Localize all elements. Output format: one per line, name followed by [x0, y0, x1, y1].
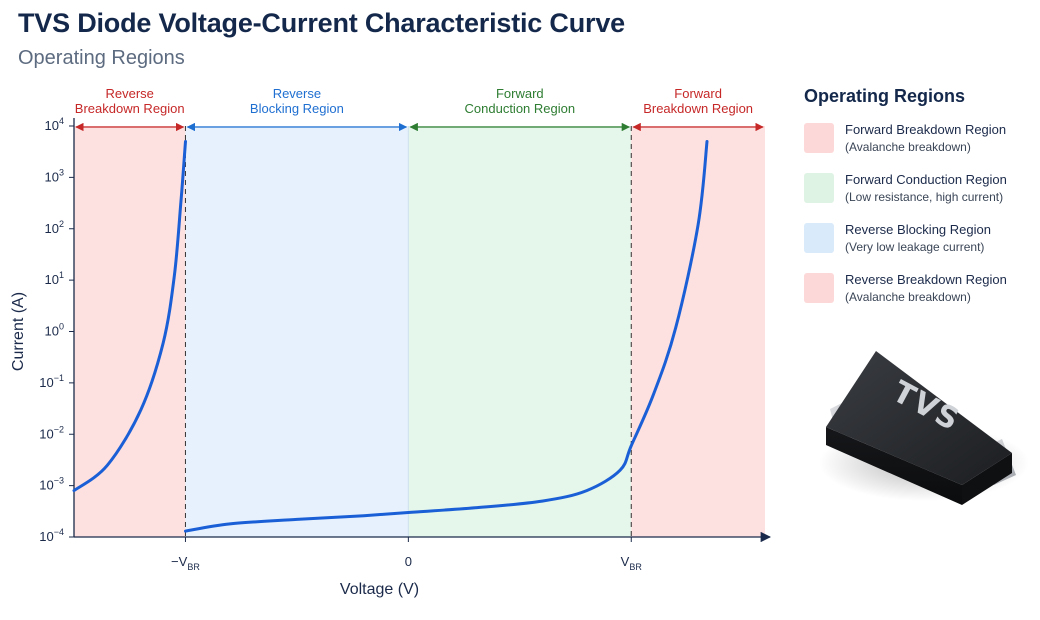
- legend-swatch: [804, 123, 834, 153]
- region-label: Reverse: [106, 86, 154, 101]
- y-tick-label: 100: [45, 322, 64, 339]
- y-tick-label: 10−2: [39, 424, 64, 441]
- y-tick-label: 103: [45, 167, 64, 184]
- x-axis-label: Voltage (V): [340, 581, 419, 598]
- legend-swatch: [804, 223, 834, 253]
- region-label: Forward: [496, 86, 544, 101]
- iv-curve-chart: 10−4 10−3 10−2 10−1 100 101 102 103 104 −VBR 0 VBR V…: [10, 86, 772, 598]
- legend-item-desc: (Avalanche breakdown): [845, 290, 971, 304]
- region-label: Breakdown Region: [75, 101, 185, 116]
- region-label: Blocking Region: [250, 101, 344, 116]
- region-label: Conduction Region: [465, 101, 576, 116]
- legend-title: Operating Regions: [804, 86, 966, 106]
- iv-curve-line: [72, 140, 187, 493]
- legend-item-name: Reverse Blocking Region: [845, 222, 991, 237]
- legend-item-name: Reverse Breakdown Region: [845, 272, 1007, 287]
- legend: Operating Regions Forward Breakdown Regi…: [804, 86, 1034, 321]
- region-band: [185, 126, 409, 537]
- x-tick-label: VBR: [621, 554, 643, 572]
- legend-item-desc: (Low resistance, high current): [845, 190, 1004, 204]
- page-title: TVS Diode Voltage-Current Characteristic…: [18, 8, 625, 38]
- region-band: [631, 126, 765, 537]
- y-tick-label: 10−3: [39, 476, 64, 493]
- legend-swatch: [804, 273, 834, 303]
- legend-item: Reverse Blocking Region (Very low leakage…: [804, 221, 1034, 271]
- legend-item: Reverse Breakdown Region (Avalanche break…: [804, 271, 1034, 321]
- x-tick-label: −VBR: [171, 554, 200, 572]
- region-label: Reverse: [273, 86, 321, 101]
- legend-item-desc: (Very low leakage current): [845, 240, 985, 254]
- x-tick-label: 0: [405, 554, 412, 569]
- iv-curve-line: [184, 140, 709, 533]
- legend-item: Forward Breakdown Region (Avalanche break…: [804, 121, 1034, 171]
- y-tick-label: 102: [45, 219, 64, 236]
- y-tick-label: 101: [45, 270, 64, 287]
- y-axis-label: Current (A): [10, 292, 27, 371]
- legend-swatch: [804, 173, 834, 203]
- region-label: Breakdown Region: [643, 101, 753, 116]
- tvs-diode-package-icon: TVS: [812, 335, 1032, 515]
- region-label: Forward: [674, 86, 722, 101]
- legend-item-desc: (Avalanche breakdown): [845, 140, 971, 154]
- legend-item-name: Forward Breakdown Region: [845, 122, 1007, 137]
- y-tick-label: 10−1: [39, 373, 64, 390]
- page-subtitle: Operating Regions: [18, 47, 185, 69]
- legend-item: Forward Conduction Region (Low resistance…: [804, 171, 1034, 221]
- y-tick-label: 104: [45, 116, 64, 133]
- region-band: [408, 126, 632, 537]
- legend-item-name: Forward Conduction Region: [845, 172, 1007, 187]
- y-tick-label: 10−4: [39, 527, 64, 544]
- region-band: [74, 126, 186, 537]
